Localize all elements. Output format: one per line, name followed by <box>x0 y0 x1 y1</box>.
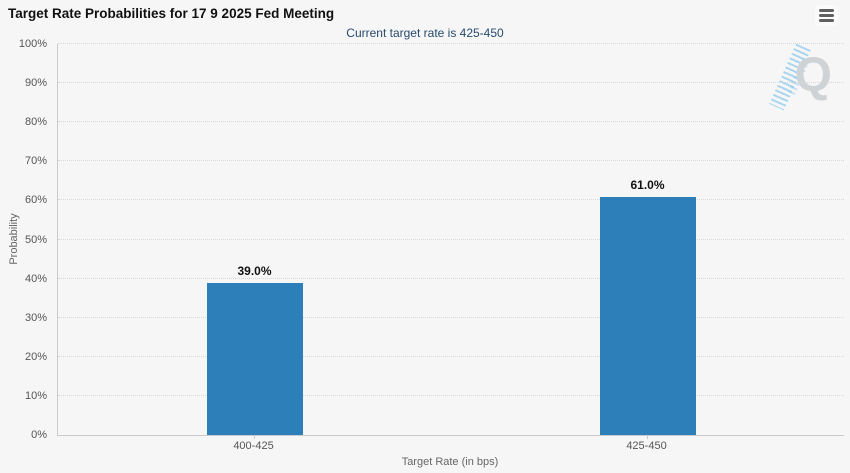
gridlines <box>58 43 844 435</box>
x-axis-labels: 400-425 425-450 <box>57 435 843 452</box>
chart-context-menu-button[interactable] <box>815 5 838 26</box>
y-tick-label: 0% <box>31 429 47 441</box>
y-tick-label: 30% <box>24 311 47 324</box>
bar-425-450[interactable] <box>599 196 696 435</box>
gridline <box>58 394 844 396</box>
y-tick-label: 60% <box>24 194 47 207</box>
y-axis-labels: 0% 10% 20% 30% 40% 50% 60% 70% 80% 90% 100% <box>0 38 52 441</box>
gridline <box>58 121 844 123</box>
y-tick-label: 100% <box>18 38 47 50</box>
x-tick-label: 400-425 <box>57 435 450 452</box>
y-tick-label: 90% <box>24 77 47 90</box>
y-tick-label: 70% <box>24 155 47 168</box>
gridline <box>58 316 844 318</box>
gridline <box>58 355 844 357</box>
y-tick-label: 40% <box>24 272 47 285</box>
x-axis-title: Target Rate (in bps) <box>401 456 499 468</box>
gridline <box>58 238 844 240</box>
bar-400-425[interactable] <box>206 282 303 435</box>
bar-value-label: 61.0% <box>630 177 665 192</box>
y-tick-label: 10% <box>24 389 47 402</box>
y-tick-label: 20% <box>24 350 47 363</box>
chart-title: Target Rate Probabilities for 17 9 2025 … <box>8 6 335 21</box>
category-cell: 61.0% <box>451 44 844 435</box>
plot-area: 39.0% 61.0% <box>57 43 844 436</box>
bar-series: 39.0% 61.0% <box>58 44 844 435</box>
gridline <box>58 199 844 201</box>
y-tick-label: 50% <box>24 233 47 246</box>
chart-subtitle: Current target rate is 425-450 <box>346 26 504 40</box>
gridline <box>58 160 844 162</box>
gridline <box>58 43 844 44</box>
category-cell: 39.0% <box>58 44 451 435</box>
gridline <box>58 82 844 84</box>
y-tick-label: 80% <box>24 116 47 129</box>
bar-value-label: 39.0% <box>237 263 272 278</box>
x-tick-mark <box>646 435 648 439</box>
hamburger-icon <box>819 9 834 22</box>
gridline <box>58 277 844 279</box>
x-tick-mark <box>253 435 255 439</box>
x-tick-label: 425-450 <box>450 435 843 452</box>
